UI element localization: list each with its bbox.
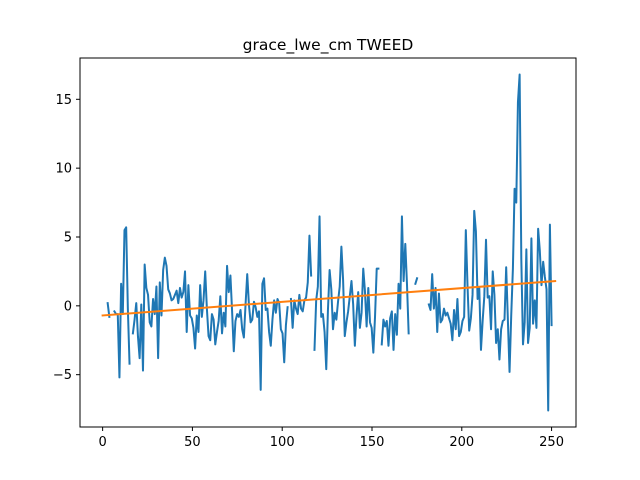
y-axis: −5 0 5 10 15 (53, 93, 80, 383)
chart-title: grace_lwe_cm TWEED (243, 36, 414, 55)
x-tick-label: 100 (270, 435, 295, 450)
y-tick-label: 5 (64, 230, 72, 245)
y-tick-label: 10 (55, 162, 72, 177)
series-1 (101, 279, 557, 317)
x-tick-label: 150 (360, 435, 385, 450)
series-0 (106, 73, 553, 412)
series-line (101, 279, 557, 317)
x-tick-label: 250 (539, 435, 564, 450)
x-axis: 0 50 100 150 200 250 (98, 427, 564, 450)
y-tick-label: −5 (53, 368, 72, 383)
series-line (106, 73, 553, 412)
x-tick-label: 50 (184, 435, 201, 450)
axes-frame (79, 57, 577, 428)
y-tick-label: 0 (64, 299, 72, 314)
plot-area (101, 73, 557, 412)
x-tick-label: 0 (98, 435, 106, 450)
x-tick-label: 200 (449, 435, 474, 450)
y-tick-label: 15 (55, 93, 72, 108)
